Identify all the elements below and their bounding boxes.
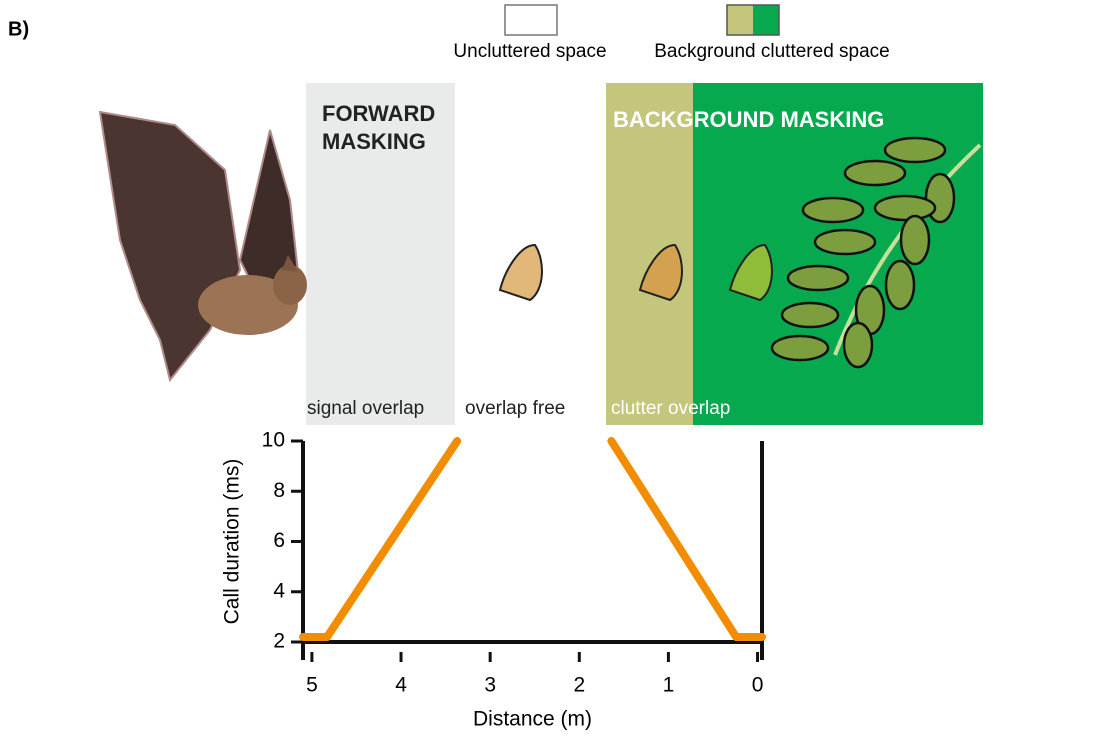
x-tick-label: 1 [663,674,675,697]
legend-swatch-border [726,4,780,36]
x-tick-label: 4 [395,674,407,697]
region-title: FORWARD [322,101,435,126]
zone-label: signal overlap [307,398,424,419]
bat-illustration [98,110,307,383]
legend-label: Uncluttered space [453,41,606,62]
y-tick-label: 6 [273,529,285,552]
legend-label: Background cluttered space [654,41,890,62]
x-tick-label: 0 [752,674,764,697]
y-tick-label: 2 [273,630,285,653]
zone-label: clutter overlap [611,398,730,419]
y-tick-label: 10 [262,429,285,452]
y-tick-label: 4 [273,579,285,602]
region-title: MASKING [322,129,426,154]
foliage-illustration [770,136,982,369]
legend-swatch [753,5,779,35]
x-tick-label: 5 [306,674,318,697]
x-axis-title: Distance (m) [473,708,592,731]
panel-label: B) [8,18,29,40]
zone-label: overlap free [465,398,565,419]
data-line [299,437,766,641]
legend-swatch [727,5,753,35]
x-tick-label: 3 [484,674,496,697]
forward-zone [306,83,455,425]
x-tick-label: 2 [573,674,585,697]
y-tick-label: 8 [273,479,285,502]
y-axis-title: Call duration (ms) [221,459,244,625]
region-title: BACKGROUND MASKING [613,107,884,132]
legend-swatch [504,4,558,36]
moth-illustration [498,243,773,302]
